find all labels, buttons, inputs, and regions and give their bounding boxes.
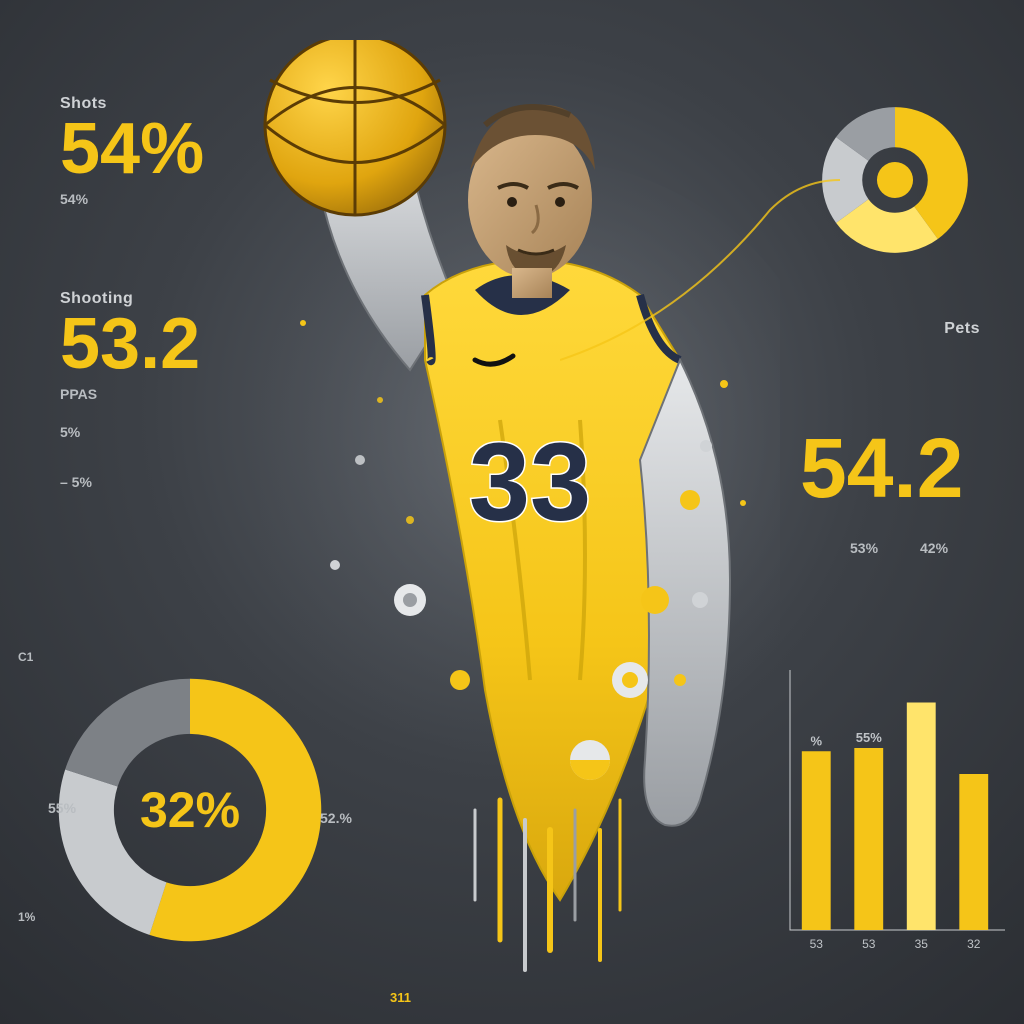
stat-sub2: 5%: [60, 424, 200, 440]
connector-line: [560, 170, 860, 390]
stat-sub: PPAS: [60, 386, 200, 402]
donut-center-label: 32%: [140, 782, 240, 838]
stat-value-right: 54.2: [800, 420, 964, 517]
particle: [330, 560, 340, 570]
stat-sub3: – 5%: [60, 474, 200, 490]
jersey-number: 33: [469, 421, 591, 544]
bar-value-label: 55%: [856, 730, 882, 745]
stat-block-pets: Pets: [830, 320, 980, 338]
bar: [854, 748, 883, 930]
particle: [300, 320, 306, 326]
bar: [802, 751, 831, 930]
bar-x-label: 32: [967, 937, 981, 951]
particle: [700, 440, 712, 452]
infographic-root: { "colors":{ "accent":"#f5c518", "accent…: [0, 0, 1024, 1024]
axis-mark: C1: [18, 650, 33, 664]
stat-small-b: 42%: [920, 540, 948, 556]
donut-right-label: 52.%: [320, 810, 352, 826]
donut-segment: [65, 679, 190, 787]
bar: [959, 774, 988, 930]
bar-value-label: %: [810, 733, 822, 748]
bar-x-label: 53: [810, 937, 824, 951]
stat-value: 54%: [60, 113, 204, 185]
particle: [740, 500, 746, 506]
particle: [720, 380, 728, 388]
bar-x-label: 35: [915, 937, 929, 951]
basketball-icon: [265, 40, 445, 215]
axis-mark: 1%: [18, 910, 35, 924]
bottom-mark: 311: [390, 990, 411, 1005]
stat-small-a: 53%: [850, 540, 878, 556]
bar: [907, 703, 936, 931]
donut-left-label: 55%: [48, 800, 76, 816]
stat-block-shots: Shots 54% 54%: [60, 95, 204, 207]
stat-title: Pets: [830, 320, 980, 338]
bar-x-label: 53: [862, 937, 876, 951]
stat-block-shooting: Shooting 53.2 PPAS 5% – 5%: [60, 290, 200, 490]
stat-sub: 54%: [60, 191, 204, 207]
stat-value: 53.2: [60, 308, 200, 380]
donut-chart-large: 32%: [40, 660, 340, 960]
bar-chart: % 53 55% 53 35 32: [760, 640, 1010, 960]
